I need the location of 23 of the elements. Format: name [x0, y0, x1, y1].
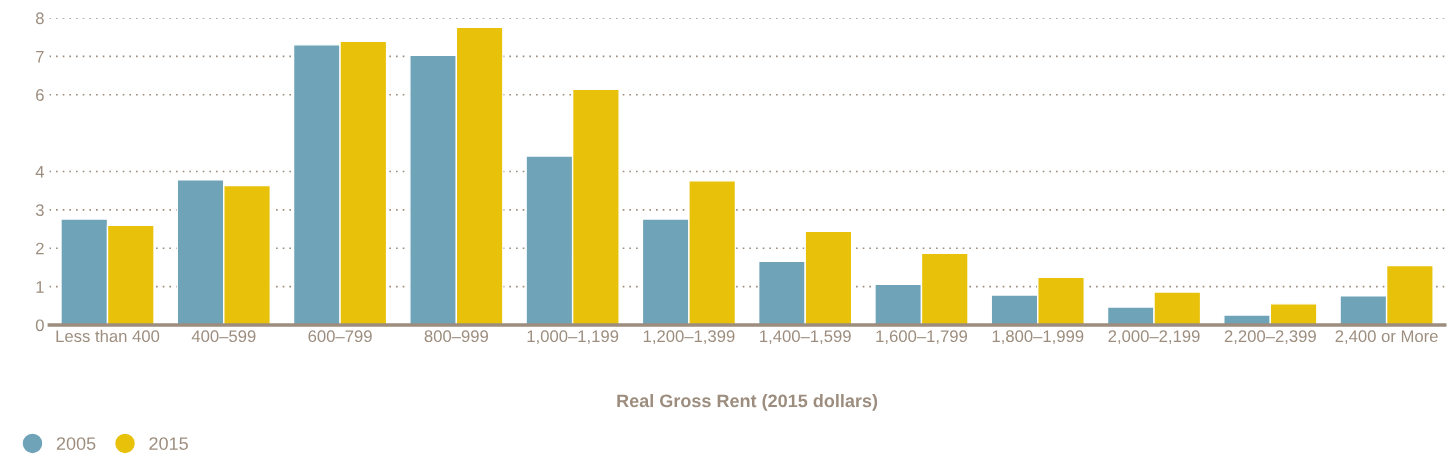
y-tick-label: 2: [36, 242, 44, 255]
x-tick-label: 1,200–1,399: [643, 330, 735, 345]
x-tick-label: Less than 400: [56, 329, 160, 343]
y-tick-label: 8: [35, 12, 44, 25]
legend-label: 2005: [56, 437, 96, 450]
y-tick-label: 7: [36, 50, 44, 63]
x-tick-label: 2,200–2,399: [1224, 330, 1316, 345]
x-tick-label: 800–999: [424, 330, 489, 343]
y-tick-label: 6: [36, 89, 44, 101]
legend-label: 2015: [149, 437, 188, 450]
y-tick-label: 3: [35, 204, 44, 217]
x-tick-label: 400–599: [191, 330, 256, 343]
y-tick-label: 1: [36, 281, 44, 293]
x-tick-label: 1,600–1,799: [876, 330, 968, 345]
x-tick-label: 2,000–2,199: [1108, 330, 1200, 345]
x-tick-label: 1,000–1,199: [527, 330, 619, 345]
x-axis-title: Real Gross Rent (2015 dollars): [617, 393, 878, 411]
x-tick-label: 1,400–1,599: [760, 330, 851, 345]
y-tick-label: 0: [35, 319, 44, 332]
x-tick-label: 2,400 or More: [1335, 330, 1438, 345]
y-tick-label: 4: [35, 166, 45, 178]
x-tick-label: 1,800–1,999: [992, 330, 1084, 345]
x-tick-label: 600–799: [308, 330, 372, 343]
